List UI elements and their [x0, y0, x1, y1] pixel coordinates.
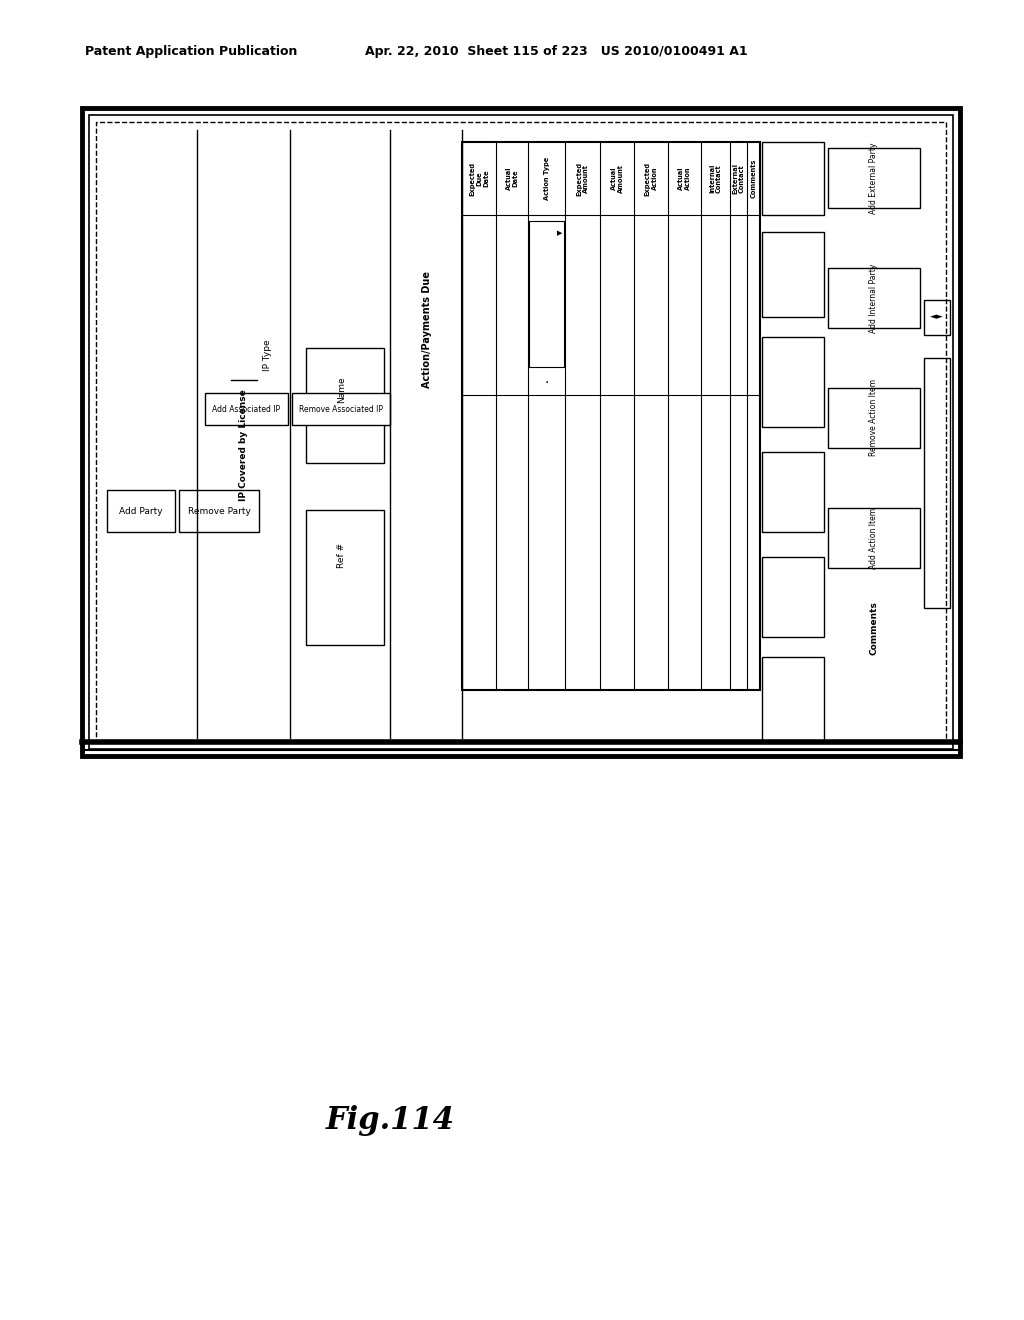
Bar: [96, 121, 946, 742]
Bar: [106, 490, 175, 532]
Text: Actual
Amount: Actual Amount: [610, 164, 624, 193]
Text: Remove Associated IP: Remove Associated IP: [299, 404, 383, 413]
Bar: [828, 508, 920, 568]
Text: Add Internal Party: Add Internal Party: [869, 263, 879, 333]
Bar: [762, 143, 824, 215]
Text: Internal
Contact: Internal Contact: [709, 164, 722, 193]
Bar: [828, 388, 920, 447]
Text: ◄►: ◄►: [930, 313, 944, 322]
Bar: [762, 451, 824, 532]
Text: Remove Action Item: Remove Action Item: [869, 380, 879, 457]
Bar: [82, 108, 961, 756]
Bar: [762, 232, 824, 317]
Text: Action/Payments Due: Action/Payments Due: [422, 272, 432, 388]
Text: ▶: ▶: [557, 230, 562, 236]
Text: External
Contact: External Contact: [732, 162, 745, 194]
Bar: [205, 393, 288, 425]
Text: Remove Party: Remove Party: [187, 507, 251, 516]
Bar: [306, 348, 384, 463]
Text: Name: Name: [338, 376, 346, 404]
Bar: [828, 268, 920, 327]
Bar: [762, 557, 824, 638]
Bar: [762, 337, 824, 426]
Text: Add Action Item: Add Action Item: [869, 507, 879, 569]
Text: Action Type: Action Type: [544, 157, 550, 201]
Text: Ref #: Ref #: [338, 543, 346, 568]
Text: Comments: Comments: [869, 601, 879, 655]
Text: Actual
Date: Actual Date: [506, 166, 518, 190]
Text: ·: ·: [545, 376, 549, 389]
Text: Apr. 22, 2010  Sheet 115 of 223   US 2010/0100491 A1: Apr. 22, 2010 Sheet 115 of 223 US 2010/0…: [365, 45, 748, 58]
Text: Comments: Comments: [751, 158, 757, 198]
Bar: [292, 393, 390, 425]
Text: Expected
Amount: Expected Amount: [575, 161, 589, 195]
Text: Add External Party: Add External Party: [869, 143, 879, 214]
Text: Expected
Due
Date: Expected Due Date: [469, 161, 489, 195]
Bar: [828, 148, 920, 209]
Bar: [306, 510, 384, 645]
Bar: [762, 657, 824, 742]
Bar: [529, 220, 564, 367]
Text: Add Associated IP: Add Associated IP: [212, 404, 280, 413]
Text: IP Covered by License: IP Covered by License: [240, 389, 249, 500]
Text: Expected
Action: Expected Action: [644, 161, 657, 195]
Bar: [89, 115, 953, 748]
Text: IP Type: IP Type: [262, 339, 271, 371]
Bar: [924, 358, 950, 609]
Bar: [924, 300, 950, 335]
Bar: [462, 143, 760, 690]
Bar: [179, 490, 259, 532]
Text: Patent Application Publication: Patent Application Publication: [85, 45, 297, 58]
Text: Add Party: Add Party: [119, 507, 163, 516]
Text: Actual
Action: Actual Action: [678, 166, 691, 190]
Text: Fig.114: Fig.114: [326, 1105, 455, 1135]
